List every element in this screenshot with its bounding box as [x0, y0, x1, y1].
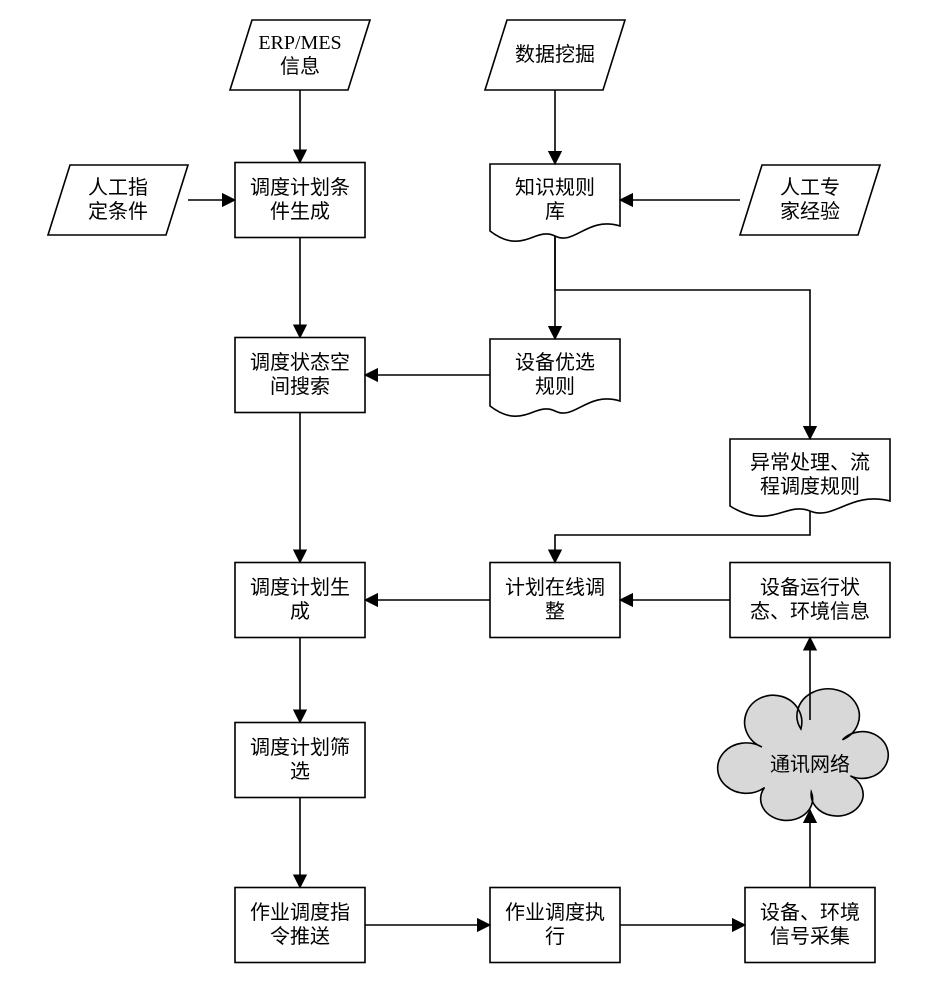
node-manual_cond: 人工指定条件 — [48, 165, 188, 235]
node-cloud-label-0: 通讯网络 — [770, 753, 850, 776]
node-cmd_push-label-1: 令推送 — [270, 925, 330, 948]
node-dev_pref: 设备优选规则 — [490, 339, 620, 416]
node-online_adj-label-1: 整 — [545, 600, 565, 623]
node-dev_pref-label-0: 设备优选 — [515, 351, 595, 374]
node-exc_rules-label-0: 异常处理、流 — [750, 451, 870, 474]
node-plan_gen: 调度计划生成 — [235, 563, 365, 638]
node-state_search-label-0: 调度状态空 — [250, 351, 350, 374]
node-expert: 人工专家经验 — [740, 165, 880, 235]
node-plan_gen-label-0: 调度计划生 — [250, 576, 350, 599]
node-signal_col-label-1: 信号采集 — [770, 925, 850, 948]
node-data_mining: 数据挖掘 — [485, 20, 625, 90]
node-online_adj-label-0: 计划在线调 — [505, 576, 605, 599]
edge-exc_rules-online_adj — [555, 511, 810, 563]
node-expert-label-0: 人工专 — [780, 176, 840, 199]
node-erp-label-0: ERP/MES — [258, 32, 341, 54]
node-exc_rules: 异常处理、流程调度规则 — [730, 439, 890, 516]
node-erp: ERP/MES信息 — [230, 20, 370, 90]
node-dev_status: 设备运行状态、环境信息 — [730, 563, 890, 638]
node-signal_col: 设备、环境信号采集 — [745, 888, 875, 963]
node-exec: 作业调度执行 — [490, 888, 620, 963]
node-exec-label-1: 行 — [545, 925, 565, 948]
node-cond_gen: 调度计划条件生成 — [235, 163, 365, 238]
node-kb-label-0: 知识规则 — [515, 176, 595, 199]
node-cloud: 通讯网络 — [718, 689, 889, 821]
node-data_mining-label-0: 数据挖掘 — [515, 43, 595, 66]
flowchart-canvas: ERP/MES信息数据挖掘人工指定条件调度计划条件生成知识规则库人工专家经验调度… — [0, 0, 927, 1000]
node-plan_gen-label-1: 成 — [290, 600, 310, 623]
node-expert-label-1: 家经验 — [780, 200, 840, 223]
node-exc_rules-label-1: 程调度规则 — [760, 475, 860, 498]
node-manual_cond-label-1: 定条件 — [88, 200, 148, 223]
node-exec-label-0: 作业调度执 — [505, 901, 605, 924]
node-plan_filter-label-0: 调度计划筛 — [250, 736, 350, 759]
node-dev_status-label-1: 态、环境信息 — [750, 600, 870, 623]
node-signal_col-label-0: 设备、环境 — [760, 901, 860, 924]
node-kb: 知识规则库 — [490, 164, 620, 241]
node-state_search-label-1: 间搜索 — [270, 375, 330, 398]
edge-kb-exc_rules — [555, 236, 810, 439]
node-cond_gen-label-0: 调度计划条 — [250, 176, 350, 199]
node-cond_gen-label-1: 件生成 — [270, 200, 330, 223]
node-dev_status-label-0: 设备运行状 — [760, 576, 860, 599]
node-plan_filter-label-1: 选 — [290, 760, 310, 783]
node-state_search: 调度状态空间搜索 — [235, 338, 365, 413]
node-manual_cond-label-0: 人工指 — [88, 176, 148, 199]
node-cmd_push: 作业调度指令推送 — [235, 888, 365, 963]
node-cmd_push-label-0: 作业调度指 — [250, 901, 350, 924]
node-kb-label-1: 库 — [545, 200, 565, 223]
node-online_adj: 计划在线调整 — [490, 563, 620, 638]
node-erp-label-1: 信息 — [280, 55, 320, 78]
node-plan_filter: 调度计划筛选 — [235, 723, 365, 798]
node-dev_pref-label-1: 规则 — [535, 375, 575, 398]
